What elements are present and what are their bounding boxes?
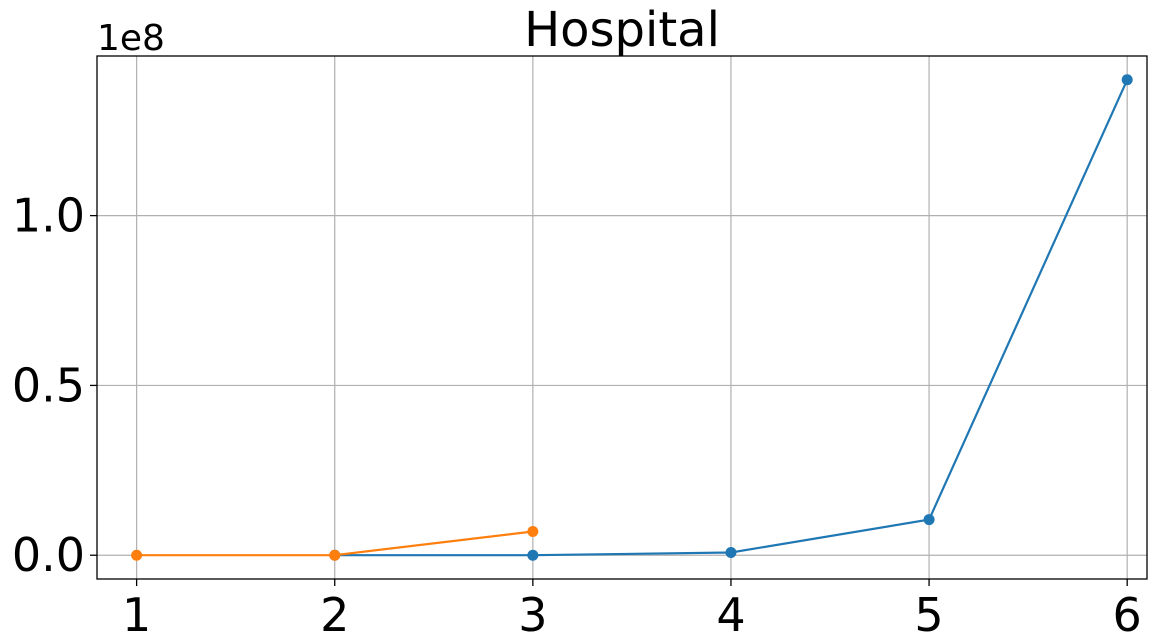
data-point — [527, 549, 539, 561]
data-point — [329, 549, 341, 561]
x-axis: 1 2 3 4 5 6 — [122, 579, 1142, 636]
x-tick-label: 4 — [716, 588, 745, 636]
chart-title: Hospital — [524, 2, 720, 58]
y-tick-label: 0.5 — [12, 358, 85, 412]
plot-frame — [96, 55, 1148, 580]
data-point — [527, 525, 539, 537]
x-tick-label: 6 — [1113, 588, 1142, 636]
y-axis: 0.0 0.5 1.0 — [12, 189, 97, 582]
x-tick-label: 2 — [320, 588, 349, 636]
x-tick-label: 5 — [914, 588, 943, 636]
grid-lines — [97, 56, 1147, 579]
y-tick-label: 0.0 — [12, 528, 85, 582]
y-tick-label: 1.0 — [12, 189, 85, 243]
data-point — [725, 547, 737, 559]
data-point — [1121, 74, 1133, 86]
x-tick-label: 3 — [518, 588, 547, 636]
series-1 — [131, 525, 539, 561]
y-offset-label: 1e8 — [97, 18, 165, 59]
series-layer — [131, 74, 1133, 561]
data-point — [923, 514, 935, 526]
data-point — [131, 549, 143, 561]
x-tick-label: 1 — [122, 588, 151, 636]
